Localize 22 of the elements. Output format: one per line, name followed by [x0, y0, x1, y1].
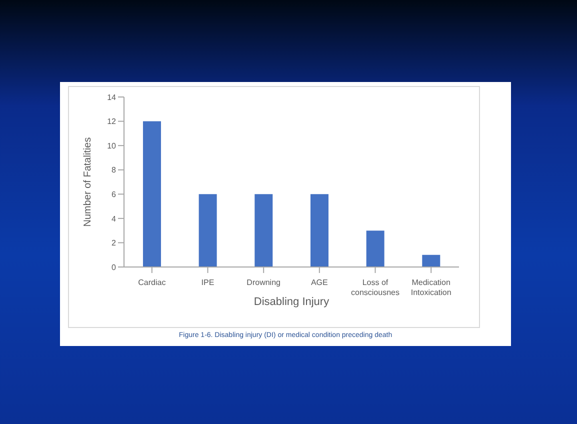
x-tick-label: AGE [310, 278, 328, 287]
y-tick-label: 12 [107, 117, 117, 126]
bar [254, 194, 273, 267]
y-tick-label: 0 [112, 262, 117, 272]
y-tick-label: 4 [112, 214, 117, 224]
x-tick-label: Cardiac [138, 278, 166, 287]
bar [310, 194, 328, 267]
x-axis-title: Disabling Injury [254, 296, 330, 308]
y-tick-label: 6 [112, 190, 117, 199]
y-tick-label: 14 [107, 92, 117, 102]
bar [422, 254, 440, 267]
bar [198, 194, 217, 267]
x-tick-label: Loss of consciousnes [351, 278, 400, 297]
bar [142, 121, 161, 267]
y-tick-label: 8 [112, 166, 117, 175]
bar [366, 230, 384, 267]
x-tick-label: Drowning [246, 278, 280, 287]
x-tick-label: Medication Intoxication [410, 278, 452, 297]
x-tick-label: IPE [201, 278, 214, 287]
y-axis-title: Number of Fatalities [82, 137, 94, 227]
y-tick-label: 2 [112, 238, 117, 248]
y-tick-label: 10 [107, 141, 117, 150]
